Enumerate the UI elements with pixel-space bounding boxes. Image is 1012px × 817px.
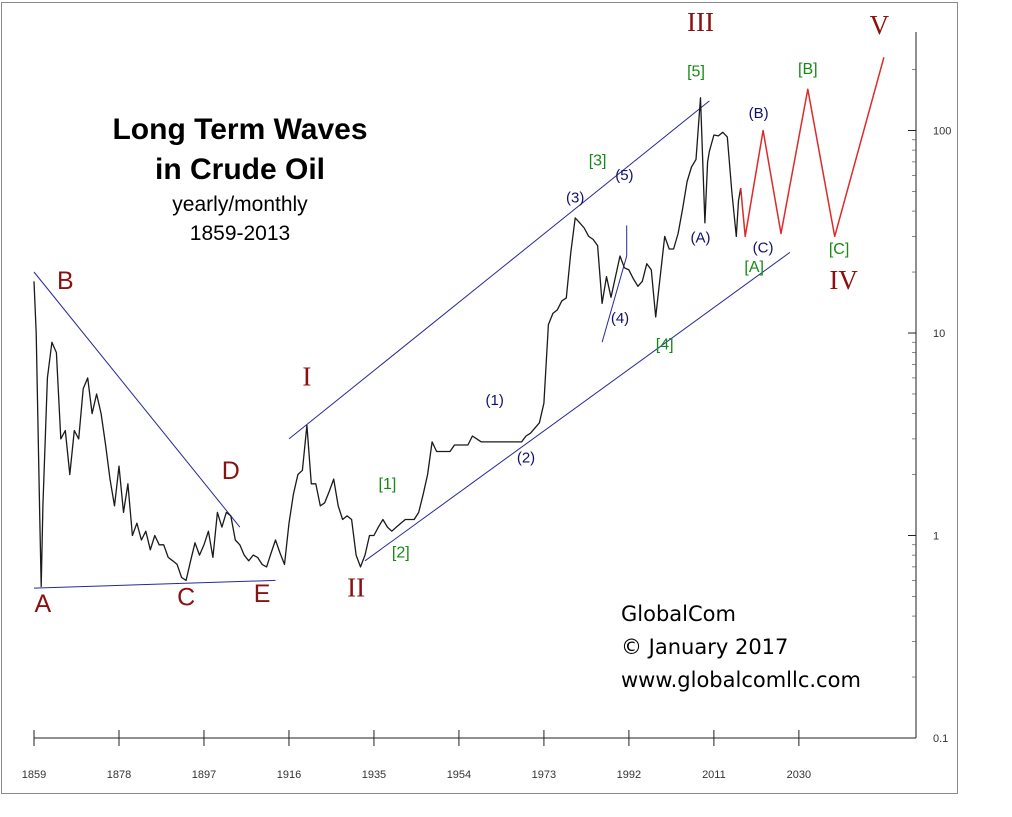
wave-label: (5) — [615, 167, 633, 184]
wave-label: (4) — [611, 310, 629, 327]
series-group — [33, 57, 885, 588]
credit-line-2: © January 2017 — [621, 635, 788, 659]
trend-line-2 — [33, 579, 276, 589]
credit-line-1: GlobalCom — [621, 602, 736, 626]
title-block: Long Term Waves in Crude Oil yearly/mont… — [112, 113, 367, 245]
projection-series-line — [739, 57, 885, 238]
wave-label: B — [57, 267, 74, 295]
price-series-line — [33, 97, 742, 588]
wave-label: I — [302, 362, 311, 392]
x-tick-label: 1878 — [107, 769, 131, 781]
wave-label: [2] — [392, 544, 410, 561]
x-tick-label: 2030 — [787, 769, 811, 781]
trend-line-3 — [288, 100, 710, 440]
trend-line-1 — [33, 271, 241, 528]
wave-label: IV — [829, 265, 858, 295]
x-tick-label: 1916 — [277, 769, 301, 781]
x-axis-ticks: 1859 1878 1897 1916 1935 1954 1973 1992 2011 2030 — [22, 730, 811, 781]
y-tick-label: 100 — [933, 126, 951, 138]
wave-labels: ABCDEIIIIIIIVV[1][2][3][4][5][A][B][C](1… — [35, 7, 890, 618]
credit-line-3: www.globalcomllc.com — [621, 668, 861, 692]
wave-label: C — [177, 584, 195, 612]
chart-subtitle-line-1: yearly/monthly — [172, 193, 308, 216]
credit-block: GlobalCom © January 2017 www.globalcomll… — [621, 602, 861, 692]
wave-label: D — [222, 457, 240, 485]
x-tick-label: 2011 — [702, 769, 726, 781]
x-tick-label: 1954 — [447, 769, 471, 781]
wave-label: (C) — [753, 239, 774, 256]
wave-label: [A] — [744, 259, 764, 276]
wave-label: [B] — [798, 61, 818, 78]
x-tick-label: 1935 — [362, 769, 386, 781]
wave-label: [4] — [656, 336, 674, 353]
y-axis-ticks: 0.1 1 10 100 — [908, 69, 951, 745]
trend-lines — [33, 100, 791, 589]
chart-title-line-1: Long Term Waves — [112, 113, 367, 146]
y-tick-label: 0.1 — [933, 733, 948, 745]
wave-label: (3) — [566, 190, 584, 207]
wave-label: [5] — [687, 63, 705, 80]
wave-label: (B) — [749, 105, 769, 122]
wave-label: [C] — [829, 241, 849, 258]
wave-label: (A) — [691, 230, 711, 247]
wave-label: E — [254, 580, 271, 608]
wave-label: [3] — [589, 153, 607, 170]
wave-label: (2) — [517, 449, 535, 466]
wave-label: (1) — [486, 392, 504, 409]
trend-line-5 — [601, 225, 628, 343]
chart-title-line-2: in Crude Oil — [155, 153, 325, 186]
wave-label: III — [687, 7, 714, 37]
wave-label: V — [870, 10, 890, 40]
wave-label: II — [347, 573, 365, 603]
wave-label: [1] — [379, 476, 397, 493]
chart-subtitle-line-2: 1859-2013 — [190, 222, 290, 245]
x-tick-label: 1992 — [617, 769, 641, 781]
y-tick-label: 10 — [933, 328, 945, 340]
x-tick-label: 1973 — [532, 769, 556, 781]
axes: 1859 1878 1897 1916 1935 1954 1973 1992 2011 2030… — [22, 32, 951, 781]
x-tick-label: 1859 — [22, 769, 46, 781]
wave-label: A — [35, 590, 52, 618]
x-tick-label: 1897 — [192, 769, 216, 781]
y-tick-label: 1 — [933, 531, 939, 543]
trend-line-4 — [364, 251, 791, 562]
